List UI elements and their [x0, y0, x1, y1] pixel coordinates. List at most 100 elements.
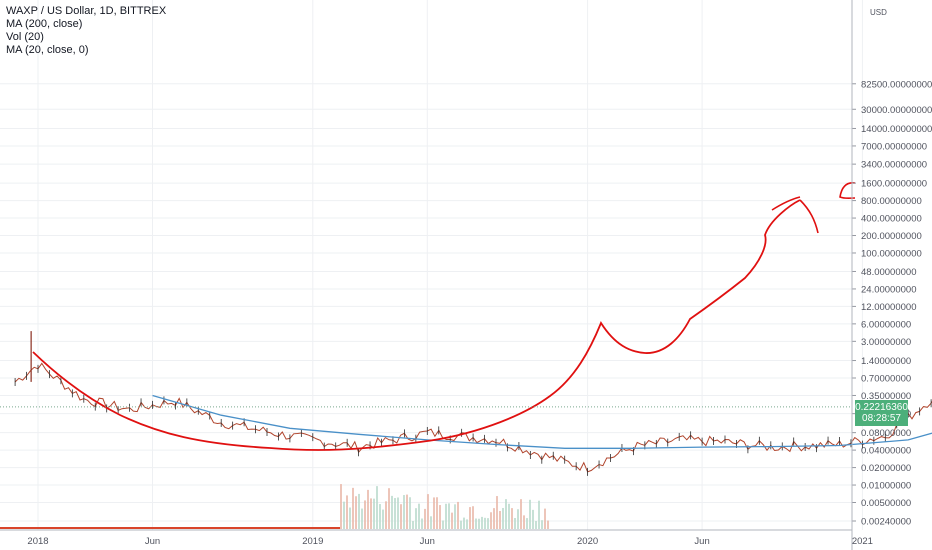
volume-bar [529, 499, 531, 529]
legend-vol[interactable]: Vol (20) [6, 31, 44, 43]
trend-curve-stroke [771, 196, 801, 211]
volume-bar [373, 498, 375, 529]
volume-bar [535, 520, 537, 529]
y-tick-label: 12.00000000 [861, 302, 916, 313]
last-price-tag: 0.22216360 08:28:57 [855, 399, 908, 426]
volume-bar [445, 503, 447, 529]
volume-bar [361, 508, 363, 529]
volume-bar [379, 504, 381, 529]
y-tick-label: 0.00500000 [861, 498, 911, 509]
currency-label: USD [870, 8, 887, 17]
volume-bar [538, 500, 540, 529]
y-tick-label: 7000.00000000 [861, 141, 927, 152]
volume-bar [478, 518, 480, 529]
y-tick-label: 3400.00000000 [861, 160, 927, 171]
volume-bar [349, 507, 351, 529]
volume-bar [400, 504, 402, 529]
y-tick-label: 0.35000000 [861, 391, 911, 402]
y-tick-label: 24.00000000 [861, 284, 916, 295]
volume-bar [394, 498, 396, 529]
y-tick-label: 0.04000000 [861, 446, 911, 457]
y-tick-label: 100.00000000 [861, 248, 922, 259]
legend-ma20[interactable]: MA (20, close, 0) [6, 44, 89, 56]
x-tick-label: Jun [694, 536, 709, 547]
volume-bar [532, 509, 534, 529]
y-tick-label: 48.00000000 [861, 267, 916, 278]
volume-bar [433, 497, 435, 529]
volume-bar [358, 493, 360, 529]
volume-bar [502, 507, 504, 529]
volume-bar [484, 517, 486, 529]
volume-bar [463, 517, 465, 529]
volume-bar [364, 500, 366, 529]
y-tick-label: 0.02000000 [861, 463, 911, 474]
volume-bar [376, 486, 378, 529]
volume-bar [514, 518, 516, 529]
legend-symbol[interactable]: WAXP / US Dollar, 1D, BITTREX [6, 5, 167, 17]
y-tick-label: 800.00000000 [861, 196, 922, 207]
y-tick-label: 0.01000000 [861, 481, 911, 492]
x-tick-label: Jun [145, 536, 160, 547]
volume-bar [439, 505, 441, 529]
volume-bar [355, 496, 357, 529]
bar-countdown: 08:28:57 [862, 412, 901, 424]
volume-bar [505, 499, 507, 529]
y-tick-label: 1600.00000000 [861, 179, 927, 190]
volume-bar [340, 484, 342, 529]
volume-bar [544, 508, 546, 529]
volume-bar [541, 520, 543, 529]
volume-bar [457, 501, 459, 529]
y-tick-label: 1.40000000 [861, 356, 911, 367]
volume-bar [418, 503, 420, 529]
volume-bar [517, 509, 519, 529]
volume-bar [346, 495, 348, 529]
y-tick-label: 0.08000000 [861, 428, 911, 439]
volume-bar [409, 497, 411, 529]
volume-bar [508, 503, 510, 529]
volume-bar [511, 508, 513, 529]
volume-bar [436, 497, 438, 529]
volume-bar [391, 495, 393, 529]
volume-bar [421, 518, 423, 529]
y-tick-label: 6.00000000 [861, 319, 911, 330]
y-tick-label: 400.00000000 [861, 214, 922, 225]
ma-200-path [152, 394, 932, 449]
volume-bar [397, 497, 399, 529]
volume-bar [352, 487, 354, 529]
volume-bar [415, 508, 417, 529]
volume-bar [427, 494, 429, 529]
legend-ma200[interactable]: MA (200, close) [6, 18, 83, 30]
volume-bar [499, 510, 501, 529]
volume-bar [469, 507, 471, 529]
user-drawing [32, 182, 856, 451]
volume-bars [0, 484, 549, 529]
y-tick-label: 82500.00000000 [861, 79, 932, 90]
volume-bar [388, 488, 390, 529]
volume-bar [496, 496, 498, 529]
x-tick-label: 2019 [302, 536, 323, 547]
volume-bar [493, 508, 495, 529]
volume-bar [520, 499, 522, 529]
volume-bar [403, 495, 405, 529]
volume-bar [487, 518, 489, 529]
volume-bar [343, 501, 345, 529]
volume-bar [523, 515, 525, 529]
trend-curve [32, 199, 801, 451]
volume-bar [472, 506, 474, 529]
volume-bar [466, 519, 468, 529]
volume-bar [475, 518, 477, 529]
volume-bar [526, 518, 528, 529]
volume-bar [481, 516, 483, 529]
y-tick-label: 3.00000000 [861, 337, 911, 348]
volume-bar [442, 520, 444, 529]
volume-bar [385, 501, 387, 529]
y-tick-label: 30000.00000000 [861, 105, 932, 116]
volume-bar [430, 516, 432, 529]
x-tick-label: 2018 [27, 536, 48, 547]
trend-curve-end [799, 199, 819, 234]
ma-200-line [152, 394, 932, 449]
volume-bar [406, 494, 408, 529]
y-tick-label: 200.00000000 [861, 231, 922, 242]
volume-bar [547, 520, 549, 529]
